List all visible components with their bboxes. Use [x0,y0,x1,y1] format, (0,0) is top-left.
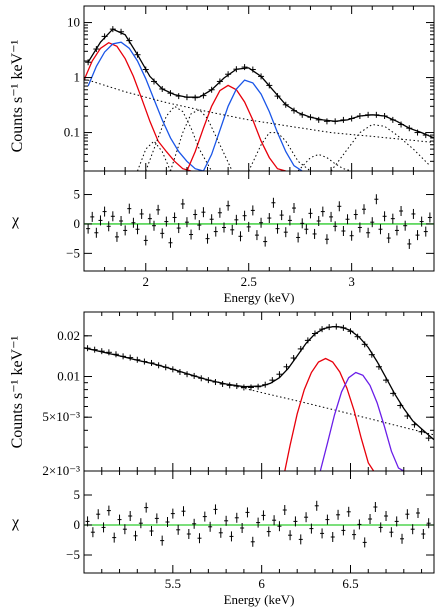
y-tick-label: 2×10⁻³ [42,463,80,478]
plot-frame [83,311,435,472]
y-tick-label: 0 [74,216,81,231]
model-line [87,28,434,139]
y-axis-title: χ [11,212,20,229]
y-tick-label: 0.01 [57,369,80,384]
plot-content [84,26,434,171]
model-component-dotted [297,153,352,171]
plot-area: 0.1 1 10 [64,5,435,172]
model-component-dotted [145,105,213,171]
model-component-dotted [84,78,434,143]
x-axis-title: Energy (keV) [224,592,295,607]
x-axis-title: Energy (keV) [224,290,295,305]
plot-area: −5 0 5 2 2.5 3 [66,171,435,289]
plot-frame [83,170,435,272]
model-line [186,84,286,171]
bottom-residuals-panel: χ Energy (keV) −5 0 5 5.5 6 6.5 [11,470,435,607]
model-line [202,79,303,171]
model-component-dotted [248,132,311,171]
y-axis-title: Counts s⁻¹ keV⁻¹ [9,39,26,152]
x-tick-label: 5.5 [165,576,181,591]
model-line [319,371,405,471]
y-tick-label: 0.02 [57,328,80,343]
bottom-spectrum-panel: Counts s⁻¹ keV⁻¹ 2×10⁻³ 5×10⁻³ 0.01 0.02 [9,311,435,478]
x-tick-label: 2 [143,274,150,289]
model-line [84,325,434,441]
y-axis-title: χ [11,514,20,531]
model-line [84,41,192,171]
top-residuals-panel: χ Energy (keV) −5 0 5 2 2.5 3 [11,170,435,305]
plot-content [84,323,434,471]
y-tick-label: 10 [67,15,80,30]
plot-area: 2×10⁻³ 5×10⁻³ 0.01 0.02 [42,311,434,478]
model-component-dotted [190,374,434,436]
model-component-dotted [170,109,233,171]
x-tick-label: 3 [348,274,355,289]
x-tick-label: 2.5 [241,274,257,289]
x-tick-label: 6.5 [342,576,358,591]
model-component-dotted [330,123,431,171]
top-spectrum-panel: Counts s⁻¹ keV⁻¹ 0.1 1 10 [9,5,435,172]
model-component-dotted [137,140,171,171]
plot-frame [83,470,435,574]
plot-content [84,500,434,548]
plot-area: −5 0 5 5.5 6 6.5 [66,471,434,591]
y-tick-label: 1 [74,70,81,85]
model-line [87,41,204,171]
y-tick-label: −5 [66,245,80,260]
y-tick-label: −5 [66,547,80,562]
model-line [284,357,375,471]
y-tick-label: 0 [74,517,81,532]
plot-frame [83,5,435,172]
plot-content [84,194,434,249]
y-tick-label: 5×10⁻³ [42,409,80,424]
y-tick-label: 0.1 [64,125,80,140]
x-tick-label: 6 [258,576,265,591]
y-tick-label: 5 [74,487,81,502]
y-axis-title: Counts s⁻¹ keV⁻¹ [9,335,26,448]
y-tick-label: 5 [74,187,81,202]
